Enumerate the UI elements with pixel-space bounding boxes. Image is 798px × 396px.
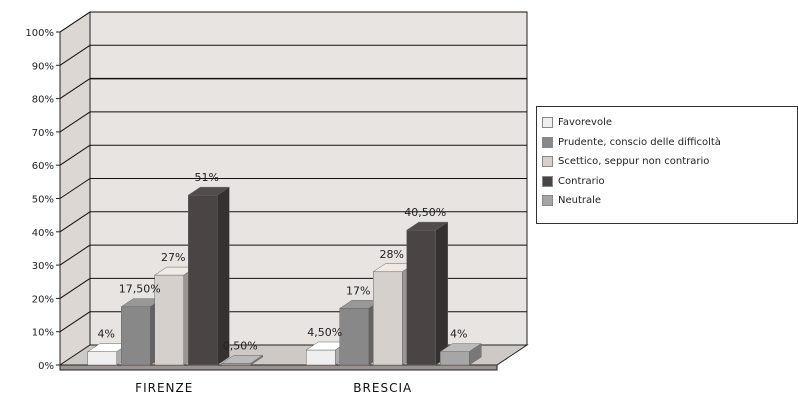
y-axis: 0% 10% 20% 30% 40% 50% 60% 70% 80% 90% 100% — [25, 28, 60, 372]
bar-side — [250, 354, 263, 366]
y-tick-label: 80% — [32, 95, 54, 106]
y-tick-label: 100% — [25, 28, 54, 39]
x-tick-label: FIRENZE — [135, 381, 193, 395]
legend-label: Favorevole — [558, 117, 613, 129]
legend-item: Neutrale — [542, 191, 797, 211]
data-label: 28% — [380, 248, 404, 261]
bar — [405, 221, 449, 366]
data-labels: 4% 17,50% 27% 51% 0,50% 4,50% 17% 28% 40,50% 4% — [98, 171, 468, 352]
y-tick-label: 10% — [32, 328, 54, 339]
data-label: 51% — [195, 171, 219, 184]
legend-item: Prudente, conscio delle difficoltà — [542, 133, 797, 153]
bar — [439, 343, 483, 366]
data-label: 17,50% — [119, 283, 161, 296]
gridline-side — [59, 244, 91, 266]
bar-front — [306, 349, 336, 366]
bar-front — [188, 194, 218, 366]
gridline-side — [59, 144, 91, 166]
bar-front — [440, 351, 470, 366]
y-tick-label: 20% — [32, 294, 54, 305]
y-tick-label: 30% — [32, 261, 54, 272]
y-tick-label: 70% — [32, 128, 54, 139]
bar-side — [435, 221, 448, 366]
bar-front — [406, 229, 436, 366]
legend-label: Contrario — [558, 175, 605, 187]
data-label: 27% — [161, 251, 185, 264]
floor-edge — [59, 364, 498, 371]
legend-item: Scettico, seppur non contrario — [542, 152, 797, 172]
bar-front — [121, 306, 151, 366]
gridline-side — [59, 211, 91, 233]
legend-label: Neutrale — [558, 195, 602, 207]
legend-swatch — [542, 136, 553, 148]
x-tick-label: BRESCIA — [353, 381, 412, 395]
legend: Favorevole Prudente, conscio delle diffic… — [536, 106, 798, 224]
gridline-side — [59, 311, 91, 333]
y-tick-label: 60% — [32, 161, 54, 172]
bars — [86, 186, 483, 366]
data-label: 4,50% — [307, 326, 342, 339]
bar-front — [339, 308, 369, 366]
y-tick-label: 40% — [32, 228, 54, 239]
gridline-side — [59, 111, 91, 133]
legend-label: Scettico, seppur non contrario — [558, 156, 710, 168]
data-label: 0,50% — [223, 339, 258, 352]
data-label: 4% — [450, 328, 467, 341]
y-tick-label: 0% — [38, 361, 54, 372]
data-label: 17% — [346, 284, 370, 297]
gridline-side — [59, 178, 91, 199]
legend-label: Prudente, conscio delle difficoltà — [558, 136, 721, 148]
y-tick-label: 50% — [32, 195, 54, 206]
bar-front — [373, 271, 403, 366]
bar-side — [217, 186, 230, 366]
bar — [187, 186, 231, 366]
gridline-side — [59, 44, 91, 66]
bar — [220, 354, 264, 366]
gridline-side — [59, 11, 91, 33]
bar — [86, 343, 130, 366]
x-axis: FIRENZE BRESCIA — [135, 381, 412, 395]
bar-front — [87, 351, 117, 366]
data-label: 4% — [98, 328, 115, 341]
data-label: 40,50% — [404, 206, 446, 219]
bar-side — [469, 343, 482, 366]
gridline-side — [59, 277, 91, 299]
legend-item: Contrario — [542, 172, 797, 192]
gridline-side — [59, 78, 91, 100]
y-tick-label: 90% — [32, 61, 54, 72]
legend-swatch — [542, 195, 553, 207]
legend-swatch — [542, 117, 553, 129]
legend-swatch — [542, 156, 553, 168]
legend-swatch — [542, 175, 553, 187]
legend-item: Favorevole — [542, 113, 797, 133]
